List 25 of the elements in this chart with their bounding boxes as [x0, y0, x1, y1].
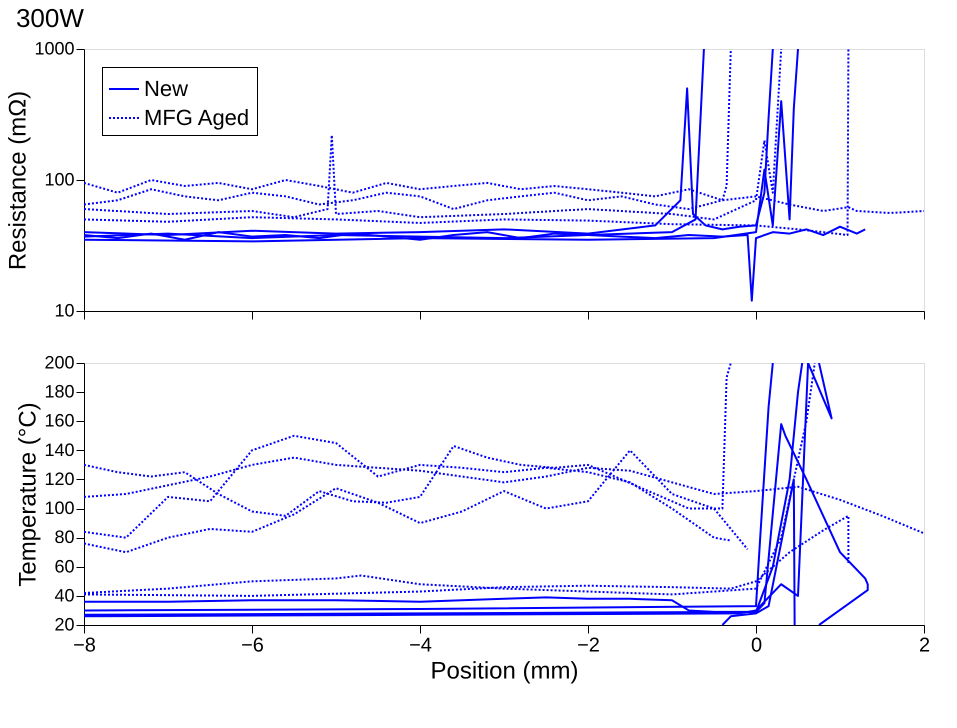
x-tick-label: 2	[918, 634, 930, 656]
y-tick-label: 10	[54, 300, 74, 320]
y-tick-label: 160	[44, 410, 74, 431]
x-tick-label: −6	[241, 634, 264, 656]
x-tick-label: −8	[73, 634, 96, 656]
y-axis-title: Temperature (°C)	[14, 402, 42, 587]
x-tick-label: 0	[750, 634, 762, 656]
y-tick-label: 60	[54, 556, 74, 576]
legend-label: New	[144, 76, 188, 101]
y-tick-label: 100	[44, 170, 74, 190]
y-tick-label: 40	[54, 585, 74, 606]
legend-label: MFG Aged	[144, 105, 250, 130]
y-tick-label: 20	[54, 614, 74, 634]
y-tick-label: 100	[44, 498, 74, 518]
y-tick-label: 140	[44, 440, 74, 460]
y-tick-label: 80	[54, 527, 74, 548]
y-tick-label: 120	[44, 468, 74, 489]
x-axis-title: Position (mm)	[430, 658, 579, 684]
y-axis-title: Resistance (mΩ)	[4, 90, 32, 270]
y-tick-label: 1000	[34, 38, 74, 58]
y-tick-label: 200	[44, 352, 74, 372]
y-tick-label: 180	[44, 382, 74, 402]
x-tick-label: −2	[577, 634, 600, 656]
chart-title: 300W	[16, 3, 84, 33]
x-tick-label: −4	[409, 634, 432, 656]
